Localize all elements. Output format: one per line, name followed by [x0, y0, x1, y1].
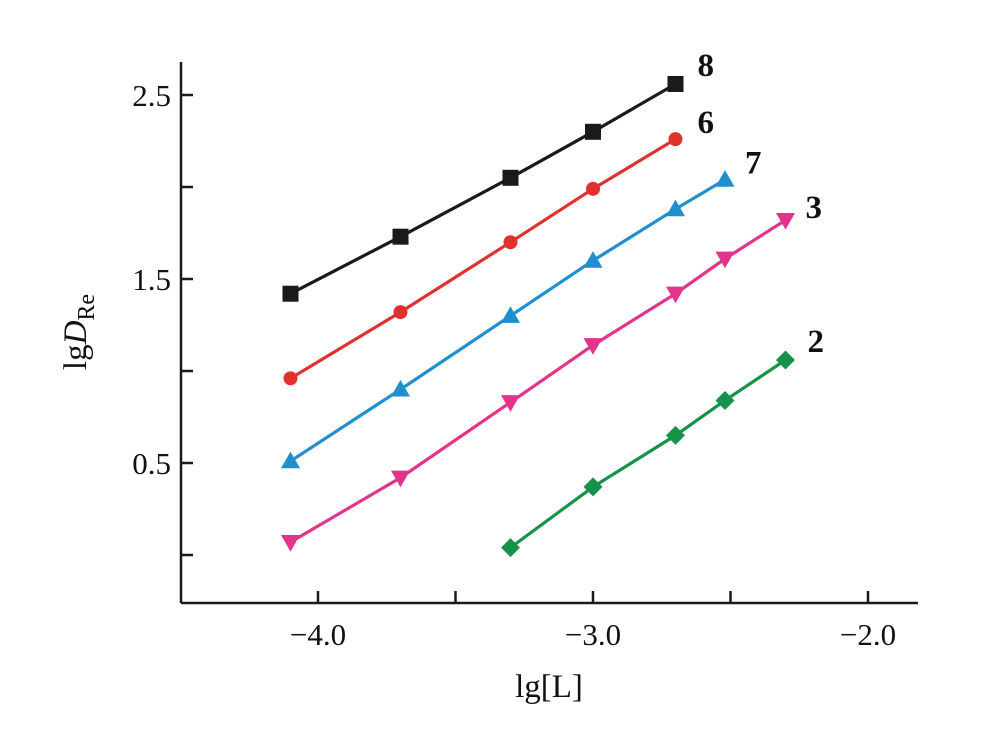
- data-point: [715, 251, 735, 269]
- data-point: [583, 338, 603, 355]
- series-label-3: 3: [806, 190, 823, 226]
- data-point: [715, 390, 735, 410]
- ticks: [181, 93, 870, 603]
- y-axis-title-main: lg: [58, 344, 94, 370]
- series-label-7: 7: [745, 146, 762, 182]
- data-point: [392, 228, 409, 245]
- series-3: [281, 212, 795, 552]
- x-tick-label: −3.0: [565, 617, 621, 652]
- y-tick-label: 2.5: [132, 78, 171, 113]
- x-axis-title: lg[L]: [515, 669, 583, 705]
- y-axis-title: lgDRe: [58, 294, 100, 370]
- data-point: [668, 132, 683, 147]
- x-tick-label: −4.0: [290, 617, 346, 652]
- series-line-7: [289, 178, 726, 463]
- data-point: [393, 305, 408, 320]
- data-point: [666, 425, 685, 445]
- data-point: [667, 75, 684, 92]
- y-axis-title-sub: Re: [74, 294, 100, 321]
- data-point: [282, 285, 299, 302]
- series-label-2: 2: [808, 324, 825, 360]
- data-point: [776, 350, 795, 370]
- series-line-3: [289, 218, 787, 544]
- data-point: [585, 123, 601, 140]
- series-8: [282, 75, 684, 302]
- series-line-6: [289, 137, 677, 380]
- data-point: [503, 235, 518, 250]
- series-6: [283, 132, 683, 386]
- data-point: [391, 379, 410, 397]
- data-point: [776, 212, 795, 230]
- series-2: [501, 350, 795, 558]
- data-point: [583, 477, 603, 497]
- data-point: [715, 170, 735, 187]
- series-label-8: 8: [698, 48, 715, 84]
- data-point: [281, 451, 300, 469]
- data-point: [502, 169, 519, 186]
- data-point: [666, 286, 685, 304]
- series-line-8: [289, 82, 677, 296]
- series-layer: [281, 75, 795, 558]
- data-point: [583, 251, 603, 268]
- data-point: [501, 395, 520, 412]
- tick-labels: −4.0 −3.0 −2.0 0.5 1.5 2.5: [132, 78, 896, 652]
- y-tick-label: 1.5: [132, 262, 171, 297]
- data-point: [666, 199, 685, 217]
- data-point: [391, 470, 410, 488]
- series-line-2: [509, 358, 787, 549]
- series-labels: 8 67 3 2: [698, 48, 825, 360]
- x-tick-label: −2.0: [840, 617, 896, 652]
- series-7: [281, 170, 735, 469]
- y-tick-label: 0.5: [132, 446, 171, 481]
- y-axis-title-italic: D: [58, 320, 94, 345]
- data-point: [501, 306, 520, 323]
- data-point: [501, 538, 520, 558]
- data-point: [281, 534, 300, 552]
- series-label-6: 6: [698, 105, 715, 141]
- axes: [179, 62, 918, 605]
- data-point: [586, 181, 600, 196]
- data-point: [283, 371, 298, 386]
